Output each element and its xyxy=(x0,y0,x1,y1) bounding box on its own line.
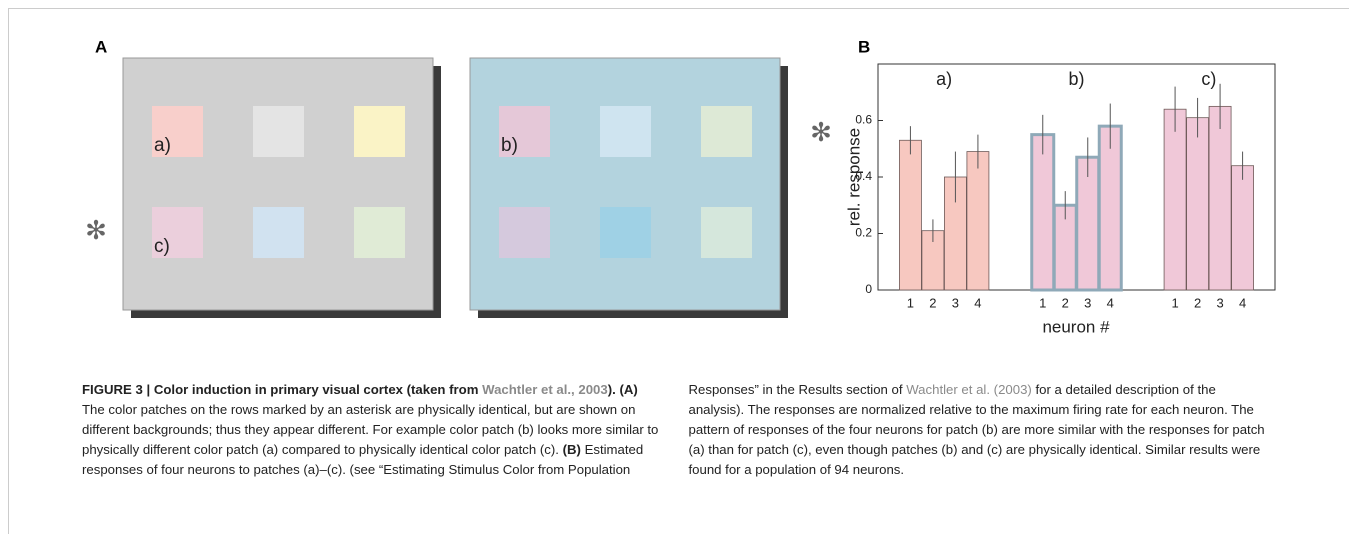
color-patch xyxy=(701,207,752,258)
asterisk: ✻ xyxy=(810,117,832,147)
color-patch xyxy=(354,106,405,157)
caption-run: Estimated responses of four neurons to p… xyxy=(82,382,907,477)
color-patch xyxy=(354,207,405,258)
color-patch xyxy=(701,106,752,157)
color-patch xyxy=(253,106,304,157)
group-label: c) xyxy=(1201,69,1216,89)
figure-frame xyxy=(8,8,1349,534)
color-patch xyxy=(499,106,550,157)
caption-run[interactable]: Wachtler et al. (2003) xyxy=(906,382,1032,397)
panel-label: A xyxy=(95,37,107,56)
bar xyxy=(1163,108,1187,291)
y-tick-label: 0.4 xyxy=(855,169,872,183)
x-axis-label: neuron # xyxy=(1042,317,1110,336)
x-tick-label: 3 xyxy=(952,295,959,310)
y-tick-label: 0.2 xyxy=(855,226,872,240)
color-patch xyxy=(600,207,651,258)
x-tick-label: 4 xyxy=(974,295,981,310)
x-tick-label: 1 xyxy=(1039,295,1046,310)
y-tick-label: 0.6 xyxy=(855,113,872,127)
y-tick-label: 0 xyxy=(865,282,872,296)
caption-run: FIGURE 3 | Color induction in primary vi… xyxy=(82,382,483,397)
asterisk: ✻ xyxy=(85,215,107,245)
color-patch xyxy=(152,106,203,157)
caption-run[interactable]: Wachtler et al., 2003 xyxy=(482,382,608,397)
group-label: b) xyxy=(1068,69,1084,89)
caption-run: for a detailed description of the analys… xyxy=(688,382,1269,477)
panel-background xyxy=(469,57,781,311)
color-patch xyxy=(600,106,651,157)
y-axis-label: rel. response xyxy=(844,128,863,226)
patch-label: c) xyxy=(154,236,170,257)
x-tick-label: 3 xyxy=(1084,295,1091,310)
bar xyxy=(1097,124,1123,292)
caption-run: (A) xyxy=(615,382,638,397)
patch-label: b) xyxy=(501,135,518,156)
caption-run: The color patches on the rows marked by … xyxy=(82,382,663,457)
bar xyxy=(1075,155,1101,292)
bar xyxy=(1231,165,1254,291)
bar xyxy=(899,139,922,291)
caption: FIGURE 3 | Color induction in primary vi… xyxy=(82,380,1267,480)
figure: A ✻ B ✻ rel. response neuron # a) c) b) 0 0.… xyxy=(85,37,1276,336)
x-tick-label: 1 xyxy=(1171,295,1178,310)
color-patch xyxy=(499,207,550,258)
x-tick-label: 1 xyxy=(907,295,914,310)
bar xyxy=(1186,117,1209,291)
x-tick-label: 2 xyxy=(929,295,936,310)
x-tick-label: 4 xyxy=(1239,295,1246,310)
group-label: a) xyxy=(936,69,952,89)
color-patch xyxy=(253,207,304,258)
color-patch xyxy=(152,207,203,258)
bar xyxy=(1030,133,1056,292)
x-tick-label: 2 xyxy=(1062,295,1069,310)
caption-run: ). xyxy=(607,382,616,397)
x-tick-label: 3 xyxy=(1216,295,1223,310)
x-tick-label: 4 xyxy=(1107,295,1114,310)
x-tick-label: 2 xyxy=(1194,295,1201,310)
bar xyxy=(1208,105,1232,291)
caption-run: (B) xyxy=(562,442,581,457)
bar xyxy=(966,151,990,291)
patch-label: a) xyxy=(154,135,171,156)
panel-background xyxy=(122,57,434,311)
panel-label: B xyxy=(858,37,870,56)
